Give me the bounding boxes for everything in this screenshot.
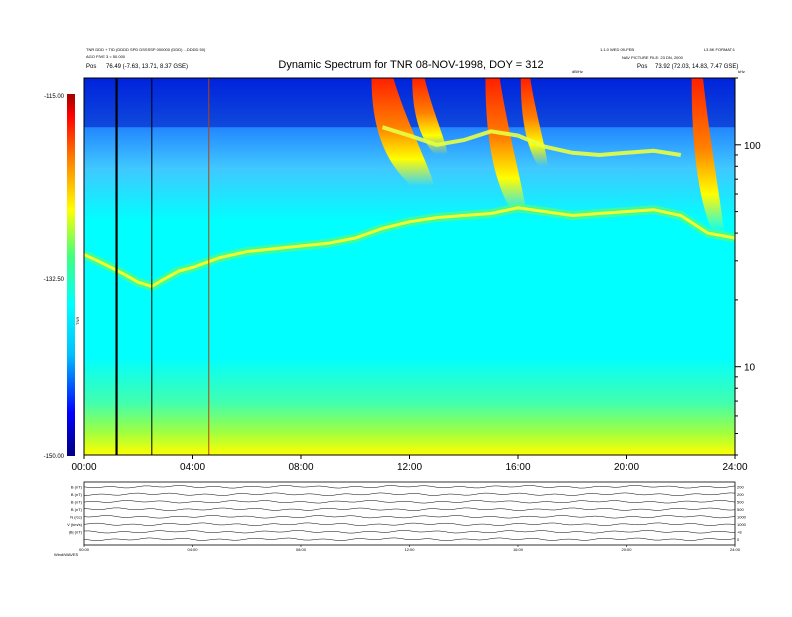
header-left-line1: TNR DDD + TID (DDDD SPD DSSSSP 000000 (D… <box>86 47 206 52</box>
plasma-line <box>84 206 735 289</box>
bottom-panels-frame <box>83 481 736 546</box>
type3-burst <box>691 78 725 234</box>
panel-right-label: 0 <box>737 537 740 542</box>
panel-trace <box>83 485 736 489</box>
colorbar <box>67 94 75 456</box>
panel-trace <box>83 522 736 526</box>
spectrogram <box>84 78 735 455</box>
header-left-pos-label: Pos <box>86 64 96 70</box>
panel-trace <box>83 500 736 504</box>
chart-title: Dynamic Spectrum for TNR 08-NOV-1998, DO… <box>278 59 543 71</box>
panel-row-label: B (nT) <box>71 499 83 504</box>
x-tick-label: 00:00 <box>71 462 96 473</box>
upper-ridge-line <box>381 125 682 158</box>
colorbar-tick-max: -115.00 <box>44 94 65 100</box>
panel-row-label: N (/cc) <box>70 514 82 519</box>
colorbar-label: TNR <box>75 317 80 325</box>
x-tick-label: 04:00 <box>180 462 205 473</box>
panel-x-tick-label: 24:00 <box>730 547 741 552</box>
panel-right-label: 1000 <box>737 514 747 519</box>
panel-x-tick-label: 12:00 <box>404 547 415 552</box>
colorbar-tick-min: -150.00 <box>44 454 65 460</box>
panel-row-label: B (nT) <box>71 507 83 512</box>
panel-row-label: B (nT) <box>71 484 83 489</box>
high-frequency-band <box>84 78 735 128</box>
panel-x-tick-label: 00:00 <box>79 547 90 552</box>
x-tick-label: 20:00 <box>614 462 639 473</box>
bottom-panels: B (nT) 200 B (nT) 200 B (nT) 500 B (nT) 500 N (/… <box>67 481 747 552</box>
colorbar-tick-mid: -132.50 <box>44 277 65 283</box>
panel-right-label: 500 <box>737 499 744 504</box>
panel-trace <box>83 515 736 519</box>
x-axis: 00:00 04:00 08:00 12:00 16:00 20:00 24:00 <box>71 455 748 473</box>
panel-trace <box>83 537 736 541</box>
header-right-unit-small: dB/Hz <box>572 69 583 74</box>
header-right-line2: L3 8K FORMAT:1 <box>704 47 736 52</box>
panel-row-label: |B| (nT) <box>69 529 83 534</box>
y-axis-right: 10 100 <box>735 77 761 456</box>
header-right-line1: 1.1.0 WED 09-FEB <box>600 47 634 52</box>
x-tick-label: 08:00 <box>288 462 313 473</box>
panel-right-label: 500 <box>737 507 744 512</box>
panel-row-label: B (nT) <box>71 492 83 497</box>
header-left-pos-value: 76.49 (-7.63, 13.71, 8.37 GSE) <box>106 64 188 70</box>
panel-x-tick-label: 08:00 <box>296 547 307 552</box>
panel-trace <box>83 530 736 534</box>
panel-trace <box>83 507 736 511</box>
header-left-line2: AGO FIVE 3 = 50.000 <box>86 54 126 59</box>
y-tick-label: 10 <box>744 363 756 374</box>
header-right-pos-label: Pos <box>637 64 647 70</box>
panel-right-label: 200 <box>737 492 744 497</box>
panel-right-label: 1000 <box>737 522 747 527</box>
panel-row-label: V (km/s) <box>67 522 83 527</box>
type3-burst <box>485 78 527 212</box>
header-right-pos-value: 73.92 (72.03, 14.83, 7.47 GSE) <box>655 64 738 70</box>
panel-trace <box>83 492 736 496</box>
panel-x-tick-label: 20:00 <box>621 547 632 552</box>
right-axis-unit: kHz <box>738 69 745 74</box>
footer-note: Wind/WAVES <box>54 552 79 557</box>
panel-right-label: +8 <box>737 529 742 534</box>
panel-right-label: 200 <box>737 484 744 489</box>
y-tick-label: 100 <box>744 141 761 152</box>
panel-x-tick-label: 16:00 <box>513 547 524 552</box>
type3-burst <box>412 78 448 155</box>
header-right-line3: NAV PICTURE FILE: 23 DN, 2000 <box>622 55 684 60</box>
x-tick-label: 12:00 <box>397 462 422 473</box>
x-tick-label: 24:00 <box>722 462 747 473</box>
panel-x-tick-label: 04:00 <box>187 547 198 552</box>
x-tick-label: 16:00 <box>505 462 530 473</box>
